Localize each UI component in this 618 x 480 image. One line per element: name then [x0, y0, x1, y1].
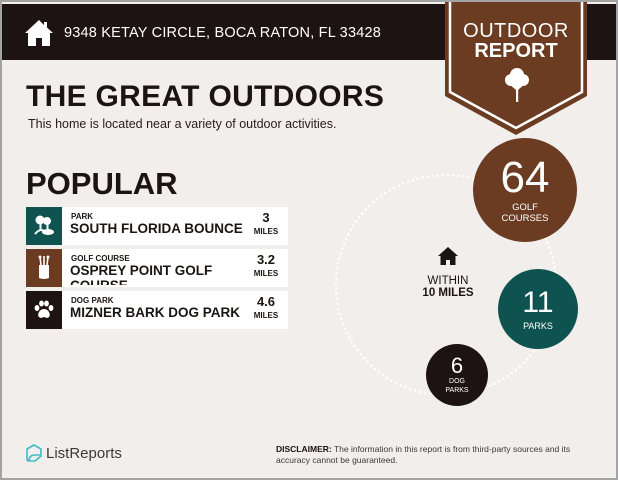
poi-distance-unit: MILES [253, 227, 279, 236]
paw-icon [26, 291, 62, 329]
golf-courses-label2: COURSES [501, 213, 549, 224]
poi-distance: 3 [262, 210, 270, 225]
home-icon [25, 20, 53, 46]
list-item[interactable]: DOG PARK MIZNER BARK DOG PARK 4.6 MILES [26, 291, 288, 329]
popular-list: PARK SOUTH FLORIDA BOUNCE 3 MILES GOLF C… [26, 207, 288, 333]
popular-heading: POPULAR [26, 166, 178, 201]
poi-name: SOUTH FLORIDA BOUNCE [70, 221, 243, 236]
poi-category: GOLF COURSE [71, 254, 130, 263]
disclaimer-text: The information in this report is from t… [276, 444, 571, 465]
page-subtitle: This home is located near a variety of o… [28, 117, 337, 131]
poi-distance: 4.6 [256, 294, 276, 309]
badge-title-line1: OUTDOOR [463, 20, 569, 42]
dog-parks-label1: DOG [449, 378, 465, 385]
listreports-logo[interactable]: ListReports [26, 444, 122, 462]
page-title: THE GREAT OUTDOORS [26, 80, 385, 113]
radius-label: WITHIN 10 MILES [408, 246, 488, 299]
disclaimer-label: DISCLAIMER: [276, 444, 332, 454]
disclaimer: DISCLAIMER: The information in this repo… [276, 444, 596, 465]
poi-category: DOG PARK [71, 296, 114, 305]
parks-label: PARKS [523, 321, 553, 331]
radius-label-line2: 10 MILES [422, 287, 474, 299]
golf-courses-count: 64 [500, 153, 550, 202]
list-item[interactable]: PARK SOUTH FLORIDA BOUNCE 3 MILES [26, 207, 288, 245]
badge-title-line2: REPORT [474, 40, 558, 62]
home-icon [438, 247, 458, 265]
brand-name: ListReports [46, 444, 122, 462]
dog-parks-stat: 6 DOG PARKS [426, 344, 488, 406]
outdoor-report-badge: OUTDOOR REPORT [445, 2, 587, 135]
poi-distance: 3.2 [256, 252, 276, 267]
list-item[interactable]: GOLF COURSE OSPREY POINT GOLF COURSE 3.2… [26, 249, 288, 287]
golf-courses-stat: 64 GOLF COURSES [473, 138, 577, 242]
golf-bag-icon [26, 249, 62, 287]
listreports-logo-icon [26, 444, 42, 462]
tree-icon [505, 68, 529, 102]
dog-parks-count: 6 [450, 353, 464, 378]
poi-distance-unit: MILES [253, 269, 279, 278]
dog-parks-label2: PARKS [445, 387, 469, 394]
park-icon [26, 207, 62, 245]
parks-count: 11 [522, 286, 554, 319]
property-address: 9348 KETAY CIRCLE, BOCA RATON, FL 33428 [64, 25, 382, 41]
poi-name: MIZNER BARK DOG PARK [70, 305, 240, 320]
radius-label-line1: WITHIN [427, 275, 469, 287]
poi-name: OSPREY POINT GOLF COURSE [70, 263, 213, 285]
parks-stat: 11 PARKS [498, 269, 578, 349]
golf-courses-label1: GOLF [512, 202, 538, 213]
poi-category: PARK [71, 212, 94, 221]
poi-distance-unit: MILES [253, 311, 279, 320]
